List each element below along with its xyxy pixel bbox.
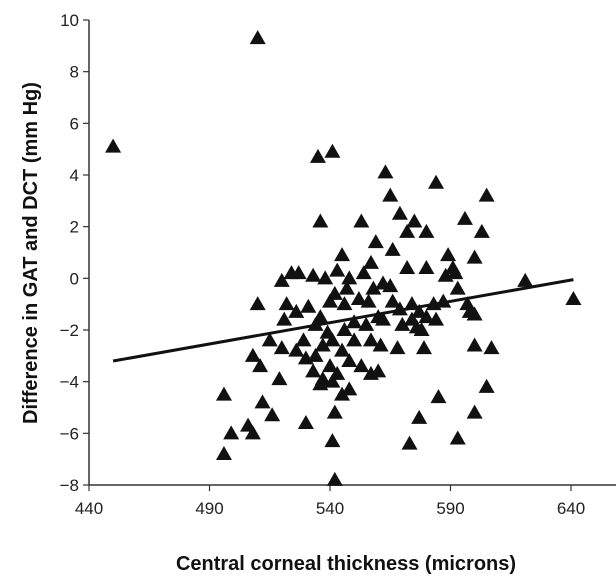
data-points (105, 30, 581, 486)
y-tick-label: −2 (60, 321, 79, 340)
data-point (334, 247, 350, 261)
y-tick-label: −4 (60, 373, 79, 392)
data-point (363, 255, 379, 269)
y-tick-label: 10 (60, 11, 79, 30)
y-tick-label: −6 (60, 424, 79, 443)
x-axis-title: Central corneal thickness (microns) (176, 553, 516, 575)
data-point (105, 139, 121, 153)
data-point (385, 242, 401, 256)
y-axis-title: Difference in GAT and DCT (mm Hg) (20, 82, 42, 424)
data-point (341, 381, 357, 395)
x-tick-label: 590 (436, 499, 464, 518)
y-tick-label: 6 (70, 114, 79, 133)
data-point (279, 296, 295, 310)
data-point (430, 389, 446, 403)
data-point (327, 472, 343, 486)
y-tick-label: −8 (60, 476, 79, 495)
data-point (377, 164, 393, 178)
data-point (327, 405, 343, 419)
data-point (363, 332, 379, 346)
data-point (216, 387, 232, 401)
y-tick-label: 0 (70, 269, 79, 288)
x-tick-label: 640 (557, 499, 585, 518)
data-point (216, 446, 232, 460)
data-point (399, 260, 415, 274)
data-point (274, 340, 290, 354)
data-point (483, 340, 499, 354)
data-point (479, 188, 495, 202)
data-point (255, 394, 271, 408)
data-point (479, 379, 495, 393)
data-point (341, 270, 357, 284)
data-point (271, 371, 287, 385)
data-point (450, 281, 466, 295)
data-point (406, 214, 422, 228)
data-point (358, 317, 374, 331)
data-point (310, 149, 326, 163)
data-point (517, 273, 533, 287)
data-point (317, 270, 333, 284)
x-tick-label: 490 (195, 499, 223, 518)
data-point (392, 206, 408, 220)
data-point (276, 312, 292, 326)
data-point (474, 224, 490, 238)
data-point (353, 214, 369, 228)
x-tick-label: 440 (75, 499, 103, 518)
data-point (245, 348, 261, 362)
data-point (402, 436, 418, 450)
data-point (324, 144, 340, 158)
data-point (223, 425, 239, 439)
data-point (440, 247, 456, 261)
data-point (295, 332, 311, 346)
data-point (428, 175, 444, 189)
data-point (416, 340, 432, 354)
data-point (382, 188, 398, 202)
data-point (467, 338, 483, 352)
y-tick-label: 2 (70, 218, 79, 237)
data-point (457, 211, 473, 225)
data-point (329, 263, 345, 277)
data-point (264, 407, 280, 421)
data-point (467, 405, 483, 419)
data-point (300, 299, 316, 313)
data-point (324, 433, 340, 447)
tick-labels: −8 −6 −4 −2 0 2 4 6 8 10 440 490 540 590 640 (60, 11, 586, 518)
data-point (298, 415, 314, 429)
data-point (250, 30, 266, 44)
data-point (312, 214, 328, 228)
data-point (368, 234, 384, 248)
x-tick-label: 540 (316, 499, 344, 518)
data-point (450, 431, 466, 445)
data-point (250, 296, 266, 310)
axes (83, 20, 616, 491)
data-point (389, 340, 405, 354)
data-point (565, 291, 581, 305)
y-tick-label: 8 (70, 63, 79, 82)
data-point (418, 260, 434, 274)
data-point (305, 268, 321, 282)
data-point (411, 410, 427, 424)
y-tick-label: 4 (70, 166, 79, 185)
data-point (467, 250, 483, 264)
data-point (305, 363, 321, 377)
